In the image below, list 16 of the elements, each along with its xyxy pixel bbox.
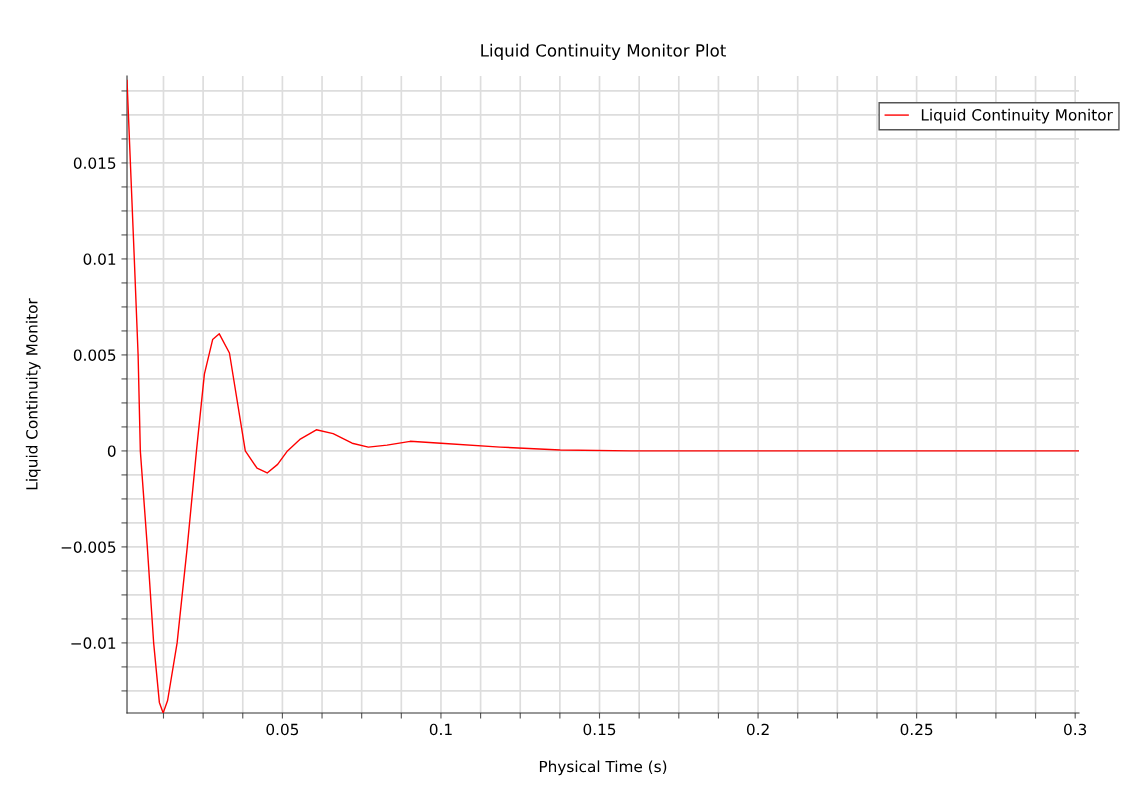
y-tick-label: −0.005 (61, 541, 116, 553)
y-tick-label: 0.005 (73, 349, 116, 361)
x-tick-label: 0.1 (429, 723, 452, 736)
x-tick-label: 0.2 (746, 723, 769, 736)
x-axis-title: Physical Time (s) (539, 760, 667, 776)
y-tick-label: 0 (107, 445, 116, 457)
y-tick-label: −0.01 (71, 637, 116, 649)
y-axis-title: Liquid Continuity Monitor (25, 298, 41, 490)
legend-label: Liquid Continuity Monitor (921, 108, 1113, 124)
x-tick-label: 0.15 (583, 723, 616, 736)
chart-title: Liquid Continuity Monitor Plot (481, 43, 726, 60)
y-tick-label: 0.01 (83, 253, 116, 265)
x-tick-label: 0.25 (900, 723, 933, 736)
y-tick-label: 0.015 (73, 157, 116, 169)
x-tick-label: 0.3 (1064, 723, 1087, 736)
x-tick-label: 0.05 (266, 723, 299, 736)
